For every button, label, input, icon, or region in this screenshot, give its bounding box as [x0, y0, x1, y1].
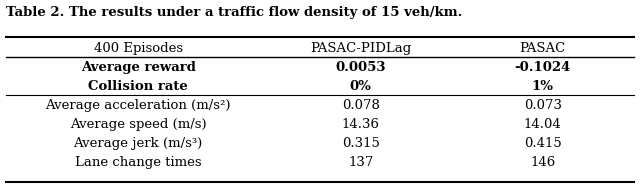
Text: Lane change times: Lane change times	[75, 156, 202, 169]
Text: 0.415: 0.415	[524, 137, 561, 150]
Text: 137: 137	[348, 156, 374, 169]
Text: Average reward: Average reward	[81, 61, 196, 74]
Text: Average speed (m/s): Average speed (m/s)	[70, 118, 207, 131]
Text: 0%: 0%	[350, 80, 372, 93]
Text: 0.0053: 0.0053	[335, 61, 386, 74]
Text: Average acceleration (m/s²): Average acceleration (m/s²)	[45, 99, 231, 112]
Text: 400 Episodes: 400 Episodes	[93, 43, 182, 56]
Text: 1%: 1%	[532, 80, 554, 93]
Text: PASAC-PIDLag: PASAC-PIDLag	[310, 43, 412, 56]
Text: 146: 146	[530, 156, 556, 169]
Text: -0.1024: -0.1024	[515, 61, 571, 74]
Text: Collision rate: Collision rate	[88, 80, 188, 93]
Text: 14.36: 14.36	[342, 118, 380, 131]
Text: PASAC: PASAC	[520, 43, 566, 56]
Text: 14.04: 14.04	[524, 118, 561, 131]
Text: 0.315: 0.315	[342, 137, 380, 150]
Text: Average jerk (m/s³): Average jerk (m/s³)	[74, 137, 203, 150]
Text: 0.073: 0.073	[524, 99, 562, 112]
Text: 0.078: 0.078	[342, 99, 380, 112]
Text: Table 2. The results under a traffic flow density of 15 veh/km.: Table 2. The results under a traffic flo…	[6, 6, 463, 19]
